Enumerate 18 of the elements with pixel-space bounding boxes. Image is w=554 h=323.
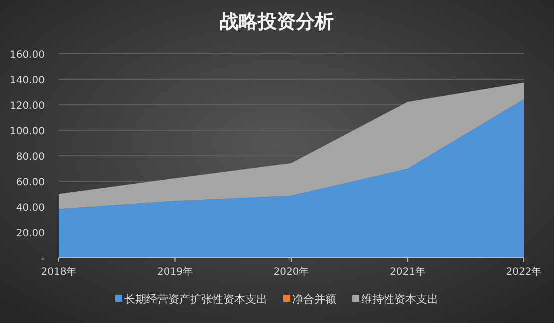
y-tick-label: - xyxy=(41,254,46,265)
legend-label: 维持性资本支出 xyxy=(362,293,438,306)
y-tick-label: 60.00 xyxy=(16,178,45,188)
y-tick-label: 120.00 xyxy=(10,101,45,112)
x-tick-label: 2020年 xyxy=(274,266,310,278)
y-tick-label: 20.00 xyxy=(16,228,45,240)
chart-title: 战略投资分析 xyxy=(220,11,334,33)
y-tick-label: 160.00 xyxy=(10,50,45,61)
y-tick-label: 140.00 xyxy=(10,76,45,86)
y-tick-label: 40.00 xyxy=(16,203,45,214)
y-tick-label: 80.00 xyxy=(16,152,45,163)
legend-label: 长期经营资产扩张性资本支出 xyxy=(124,293,268,306)
y-tick-label: 100.00 xyxy=(10,126,45,138)
x-tick-label: 2019年 xyxy=(158,266,193,278)
x-tick-label: 2022年 xyxy=(506,266,542,278)
x-tick-label: 2018年 xyxy=(41,266,77,278)
legend-label: 净合并额 xyxy=(292,293,336,306)
x-tick-label: 2021年 xyxy=(390,266,426,278)
